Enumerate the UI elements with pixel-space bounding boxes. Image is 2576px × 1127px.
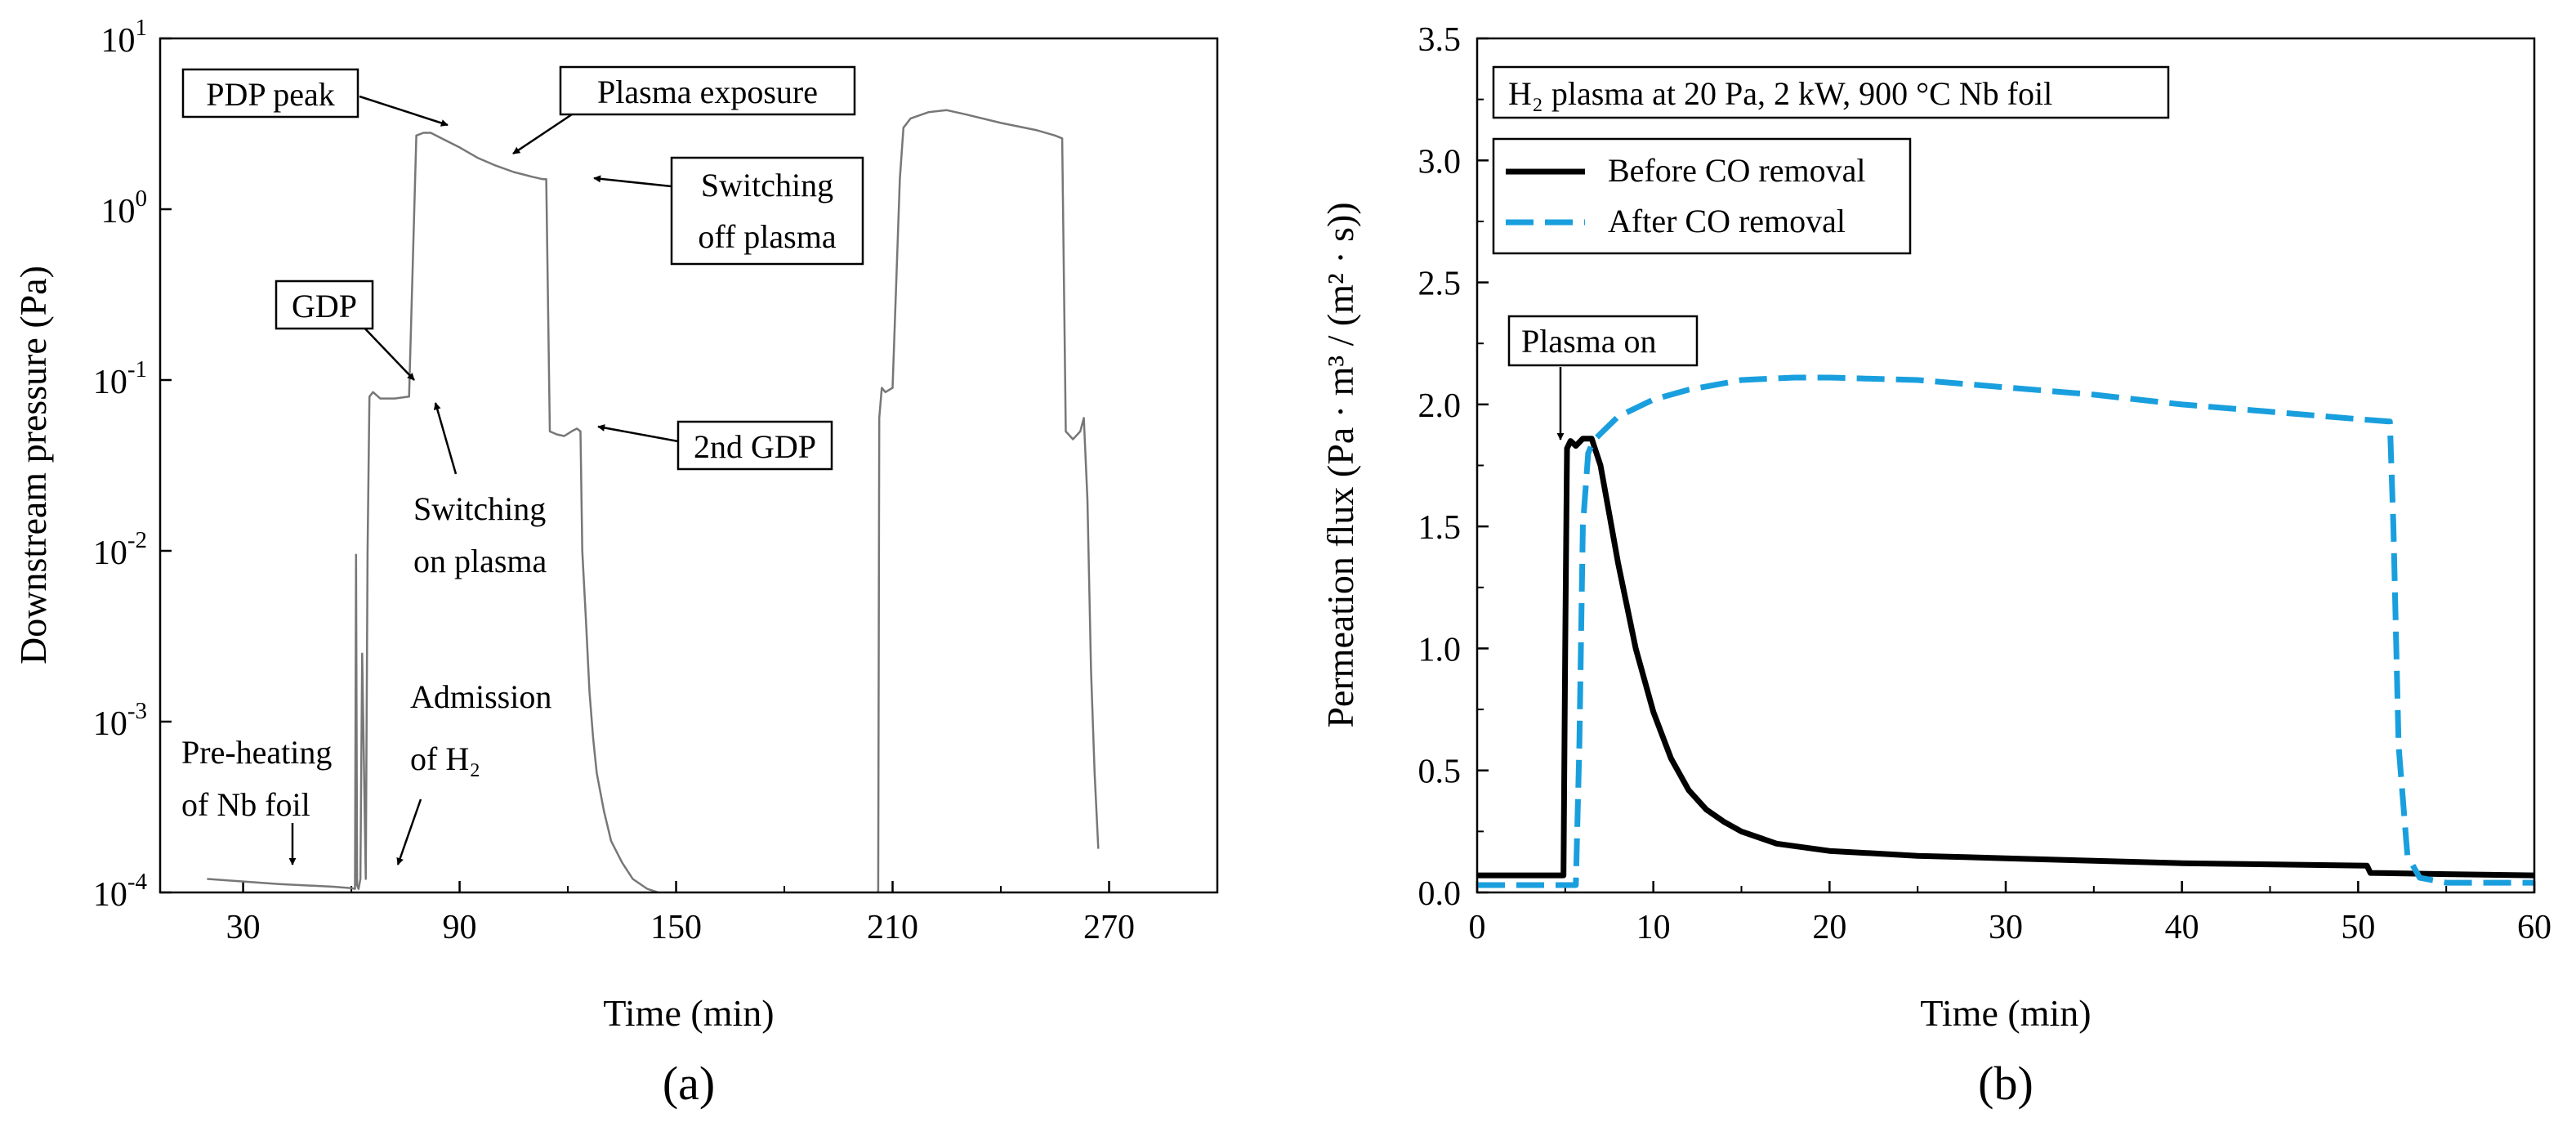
annotation-second-gdp: 2nd GDP — [676, 420, 833, 471]
panel-b-y-tick-label: 0.5 — [1418, 754, 1462, 791]
panel-a-chart: 30 90 150 210 270 10-4 10-3 10-2 10-1 10… — [12, 15, 1219, 1110]
svg-text:H₂ plasma at 20 Pa, 2 kW, 900: H₂ plasma at 20 Pa, 2 kW, 900 °C Nb foil — [1508, 75, 2052, 112]
svg-text:off plasma: off plasma — [698, 218, 836, 255]
series-before-co-removal — [1477, 436, 2535, 879]
panel-b-y-tick-label: 1.0 — [1418, 631, 1462, 669]
annotation-switching-on: Switching on plasma — [413, 490, 547, 579]
svg-text:on plasma: on plasma — [413, 543, 547, 579]
panel-a-y-tick-label: 101 — [101, 15, 148, 60]
annotation-switching-off: Switching off plasma — [670, 156, 864, 266]
panel-a-x-axis-label: Time (min) — [603, 992, 774, 1034]
svg-text:of Nb foil: of Nb foil — [181, 786, 310, 823]
panel-b-x-axis-label: Time (min) — [1920, 992, 2091, 1034]
arrow-second-gdp — [597, 424, 679, 443]
panel-a-caption: (a) — [663, 1057, 715, 1110]
arrow-switching-on — [433, 402, 458, 475]
panel-a-y-tick-label: 10-2 — [93, 527, 147, 572]
panel-b-x-tick-label: 40 — [2165, 909, 2199, 946]
annotation-pdp-peak: PDP peak — [181, 68, 359, 119]
panel-b-x-tick-label: 20 — [1812, 909, 1846, 946]
svg-text:GDP: GDP — [292, 288, 357, 324]
legend-label-after: After CO removal — [1608, 203, 1846, 239]
panel-b-x-tick-label: 60 — [2517, 909, 2551, 946]
svg-text:PDP peak: PDP peak — [206, 76, 334, 113]
panel-b-y-tick-label: 1.5 — [1418, 509, 1462, 547]
pressure-series-2 — [877, 109, 1100, 893]
panel-a-y-axis-label: Downstream pressure (Pa) — [12, 266, 54, 664]
panel-a-y-tick-label: 10-4 — [93, 869, 148, 914]
panel-b-y-axis-label: Permeation flux (Pa · m³ / (m² · s)) — [1319, 202, 1361, 727]
panel-b-condition-box: H₂ plasma at 20 Pa, 2 kW, 900 °C Nb foil — [1492, 65, 2170, 119]
panel-a-lines — [207, 109, 1100, 894]
annotation-plasma-exposure: Plasma exposure — [559, 65, 856, 116]
panel-b-y-tick-label: 2.5 — [1418, 266, 1462, 303]
panel-b-legend: Before CO removal After CO removal — [1492, 137, 1912, 255]
panel-b-y-tick-label: 3.5 — [1418, 21, 1462, 59]
svg-text:Switching: Switching — [413, 490, 546, 527]
arrow-plasma-exposure — [512, 113, 573, 155]
svg-text:Plasma on: Plasma on — [1521, 323, 1657, 360]
panel-b-x-tick-label: 0 — [1469, 909, 1486, 946]
pressure-series-1 — [207, 132, 659, 894]
legend-frame — [1492, 137, 1912, 255]
panel-a-x-tick-label: 210 — [867, 909, 918, 946]
panel-b-caption: (b) — [1978, 1057, 2034, 1110]
panel-a-x-tick-label: 30 — [226, 909, 261, 946]
annotation-preheating: Pre-heating of Nb foil — [181, 734, 332, 823]
panel-a-frame — [158, 37, 1219, 894]
svg-text:Plasma exposure: Plasma exposure — [597, 74, 818, 110]
series-after-co-removal — [1477, 374, 2534, 888]
panel-b-x-tick-label: 50 — [2341, 909, 2375, 946]
svg-text:of H₂: of H₂ — [410, 740, 480, 777]
svg-text:Switching: Switching — [701, 167, 833, 203]
arrow-gdp — [359, 322, 415, 381]
panel-a-x-tick-label: 150 — [650, 909, 702, 946]
annotation-plasma-on: Plasma on — [1507, 315, 1699, 441]
panel-b-chart: 0 10 20 30 40 50 60 0.0 0.5 1.0 1.5 2.0 … — [1319, 21, 2551, 1110]
panel-a-y-tick-label: 10-3 — [93, 698, 147, 743]
panel-a-y-tick-label: 10-1 — [93, 356, 147, 401]
panel-a-annotation-arrows — [288, 95, 679, 865]
panel-b-lines — [1477, 374, 2535, 888]
annotation-admission: Admission of H₂ — [410, 678, 551, 777]
legend-label-before: Before CO removal — [1608, 152, 1865, 189]
panel-b-x-tick-label: 30 — [1989, 909, 2023, 946]
panel-a-x-tick-label: 90 — [443, 909, 477, 946]
panel-a-x-tick-label: 270 — [1083, 909, 1135, 946]
panel-b-x-tick-label: 10 — [1636, 909, 1671, 946]
arrow-switching-off — [593, 175, 672, 188]
panel-b-y-tick-label: 0.0 — [1418, 875, 1462, 913]
svg-text:Pre-heating: Pre-heating — [181, 734, 332, 771]
panel-b-y-tick-label: 2.0 — [1418, 387, 1462, 425]
svg-text:2nd GDP: 2nd GDP — [694, 428, 816, 465]
panel-a-y-tick-label: 100 — [101, 186, 148, 230]
annotation-gdp: GDP — [275, 280, 374, 330]
panel-b-y-tick-label: 3.0 — [1418, 143, 1462, 181]
panel-b-frame — [1476, 37, 2536, 894]
svg-text:Admission: Admission — [410, 678, 551, 715]
arrow-pdp-peak — [359, 95, 449, 127]
arrow-admission — [396, 798, 422, 865]
